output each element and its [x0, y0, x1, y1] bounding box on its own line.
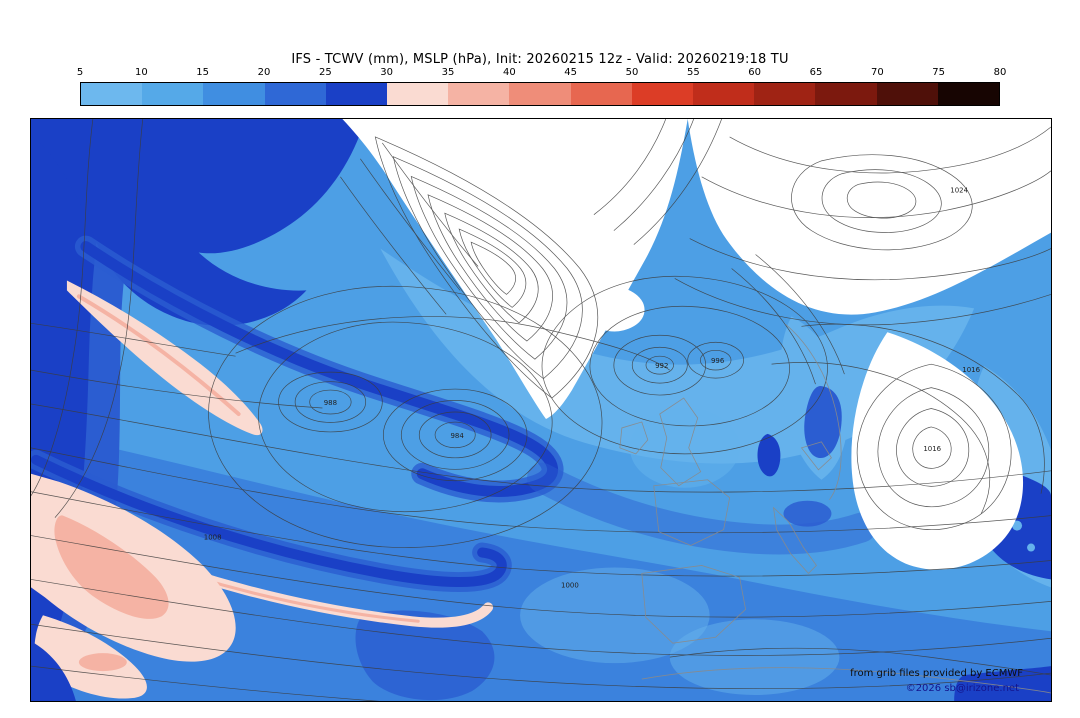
- contour-label: 1000: [561, 581, 579, 589]
- colorbar-segment: [693, 83, 755, 105]
- colorbar: 5 10 15 20 25 30 35 40 45 50 55 60 65 70 75 80: [76, 67, 1007, 106]
- bottom-left-corner-dark: [31, 641, 76, 701]
- colorbar-segment: [876, 83, 938, 105]
- northwest-comma: [31, 119, 366, 326]
- colorbar-tick-label: 65: [809, 67, 823, 78]
- bottom-right-dark: [954, 666, 1051, 701]
- uk-light-patch: [629, 408, 740, 488]
- coast-denmark: [800, 441, 832, 471]
- coast-iberia: [641, 565, 747, 644]
- colorbar-tick-label: 60: [748, 67, 762, 78]
- colorbar-segment: [570, 83, 632, 105]
- contour-label: 1024: [950, 187, 968, 195]
- front-east-extension: [527, 462, 877, 555]
- contour-label: 996: [711, 357, 724, 365]
- chart-title: IFS - TCWV (mm), MSLP (hPa), Init: 20260…: [291, 52, 789, 67]
- dry-white-areas: [342, 119, 1051, 570]
- iceland-white: [582, 286, 645, 332]
- south-light-patch-2: [669, 619, 840, 696]
- colorbar-tick-label: 5: [76, 67, 84, 78]
- contour-label: 1016: [962, 366, 980, 374]
- colorbar-segment: [448, 83, 510, 105]
- coast-scandinavia: [785, 323, 842, 500]
- colorbar-tick-label: 50: [625, 67, 639, 78]
- colorbar-tick-label: 70: [870, 67, 884, 78]
- alps-dark-spot: [783, 500, 832, 527]
- colorbar-segment: [81, 83, 143, 105]
- colorbar-segment: [631, 83, 694, 105]
- bottom-center-patch: [355, 610, 495, 701]
- colorbar-segment: [815, 83, 877, 105]
- coast-north-africa: [641, 667, 1051, 694]
- salmon-patch: [78, 653, 127, 672]
- colorbar-tick-label: 45: [564, 67, 578, 78]
- south-light-patch: [520, 567, 710, 664]
- colorbar-ticks: 5 10 15 20 25 30 35 40 45 50 55 60 65 70 75 80: [76, 67, 1007, 81]
- colorbar-tick-label: 25: [318, 67, 332, 78]
- colorbar-segment: [264, 83, 326, 105]
- salmon-core: [54, 515, 169, 619]
- coast-italy: [772, 506, 817, 575]
- colorbar-tick-label: 30: [380, 67, 394, 78]
- italy-dark-spot: [757, 433, 781, 477]
- colorbar-tick-label: 20: [257, 67, 271, 78]
- contour-label: 988: [324, 399, 337, 407]
- colorbar-tick-label: 75: [932, 67, 946, 78]
- contour-labels: 988 984 992 996 1016 1024 1008 1000 1016: [204, 187, 980, 590]
- colorbar-segment: [203, 83, 265, 105]
- contour-label: 992: [655, 362, 668, 370]
- lower-front-core: [31, 454, 507, 588]
- subtropical-pink-areas: [31, 280, 494, 701]
- copyright-text: ©2026 sb@irizone.net: [905, 683, 1019, 694]
- contour-label: 1008: [204, 534, 222, 542]
- colorbar-tick-label: 55: [686, 67, 700, 78]
- colorbar-tick-label: 40: [502, 67, 516, 78]
- upper-front-core: [80, 241, 559, 497]
- map-panel: 988 984 992 996 1016 1024 1008 1000 1016…: [30, 118, 1052, 702]
- colorbar-tick-label: 80: [993, 67, 1007, 78]
- europe-high-white: [851, 332, 1024, 570]
- coast-france: [653, 479, 731, 546]
- pressure-contours: [31, 119, 1051, 701]
- coast-britain: [659, 397, 702, 487]
- baltic-dark-band: [804, 386, 842, 459]
- attribution-text: from grib files provided by ECMWF: [850, 668, 1023, 679]
- colorbar-tick-label: 10: [134, 67, 148, 78]
- coastlines: [619, 323, 1051, 694]
- contour-label: 984: [451, 432, 465, 440]
- colorbar-segment: [142, 83, 204, 105]
- colorbar-segment: [387, 83, 449, 105]
- colorbar-tick-label: 15: [196, 67, 210, 78]
- colorbar-segment: [325, 83, 388, 105]
- colorbar-bar: [80, 82, 1000, 106]
- baltic-speckle-3: [1027, 543, 1036, 552]
- pink-strip-upper-core: [76, 294, 241, 416]
- colorbar-tick-label: 35: [441, 67, 455, 78]
- greenland-white: [342, 119, 688, 419]
- colorbar-segment: [937, 83, 1000, 105]
- baltic-speckle-2: [1012, 520, 1023, 531]
- coast-ireland: [619, 421, 649, 455]
- contour-label: 1016: [923, 445, 941, 453]
- colorbar-segment: [754, 83, 816, 105]
- weather-map: 988 984 992 996 1016 1024 1008 1000 1016: [31, 119, 1051, 701]
- colorbar-segment: [509, 83, 571, 105]
